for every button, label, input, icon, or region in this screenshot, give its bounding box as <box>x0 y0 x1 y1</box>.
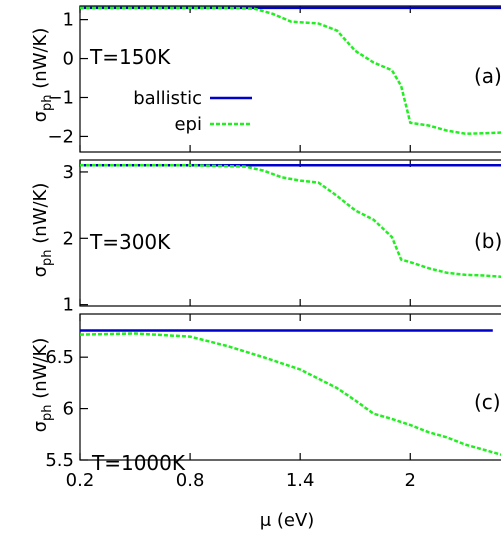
panel-a-frame <box>79 5 501 153</box>
panel-a-ytick-label-2: −1 <box>47 87 74 108</box>
panel-b-label: (b) <box>474 229 501 253</box>
x-axis-label: μ (eV) <box>260 510 315 531</box>
legend-label-epi: epi <box>174 114 202 135</box>
panel-a-ylabel: σph (nW/K) <box>30 28 55 123</box>
legend: ballistic epi <box>133 88 252 135</box>
panel-c-ylabel: σph (nW/K) <box>30 338 55 433</box>
x-tick-label-1: 0.8 <box>176 470 205 491</box>
panel-a-temperature-label: T=150K <box>89 45 171 69</box>
panel-b-ytick-label-1: 2 <box>63 228 74 249</box>
panel-a-ytick-label-0: 1 <box>63 10 74 31</box>
x-tick-label-0: 0.2 <box>66 470 95 491</box>
panel-c-ytick-label-1: 6 <box>63 399 74 420</box>
panel-a-label: (a) <box>474 64 501 88</box>
panel-a-series-epi <box>80 6 501 135</box>
panel-c-series-epi <box>79 332 501 456</box>
panel-b-ytick-label-2: 1 <box>63 295 74 316</box>
panel-b-ytick-label-0: 3 <box>63 162 74 183</box>
panel-c-ytick-label-0: 6.5 <box>45 347 74 368</box>
x-tick-label-2: 1.4 <box>286 470 315 491</box>
x-tick-label-3: 2 <box>405 470 416 491</box>
panel-b-series-epi <box>80 164 501 278</box>
panel-b-frame <box>79 159 501 307</box>
panel-c-temperature-label: T=1000K <box>91 451 186 475</box>
panel-c-ytick-label-2: 5.5 <box>45 450 74 471</box>
panel-a-ytick-label-1: 0 <box>63 49 74 70</box>
legend-label-ballistic: ballistic <box>133 88 202 109</box>
panel-c-frame <box>79 313 501 461</box>
panel-b-ylabel: σph (nW/K) <box>30 183 55 278</box>
panel-b-temperature-label: T=300K <box>89 230 171 254</box>
panel-c-label: (c) <box>474 390 501 414</box>
panel-a-ytick-label-3: −2 <box>47 126 74 147</box>
